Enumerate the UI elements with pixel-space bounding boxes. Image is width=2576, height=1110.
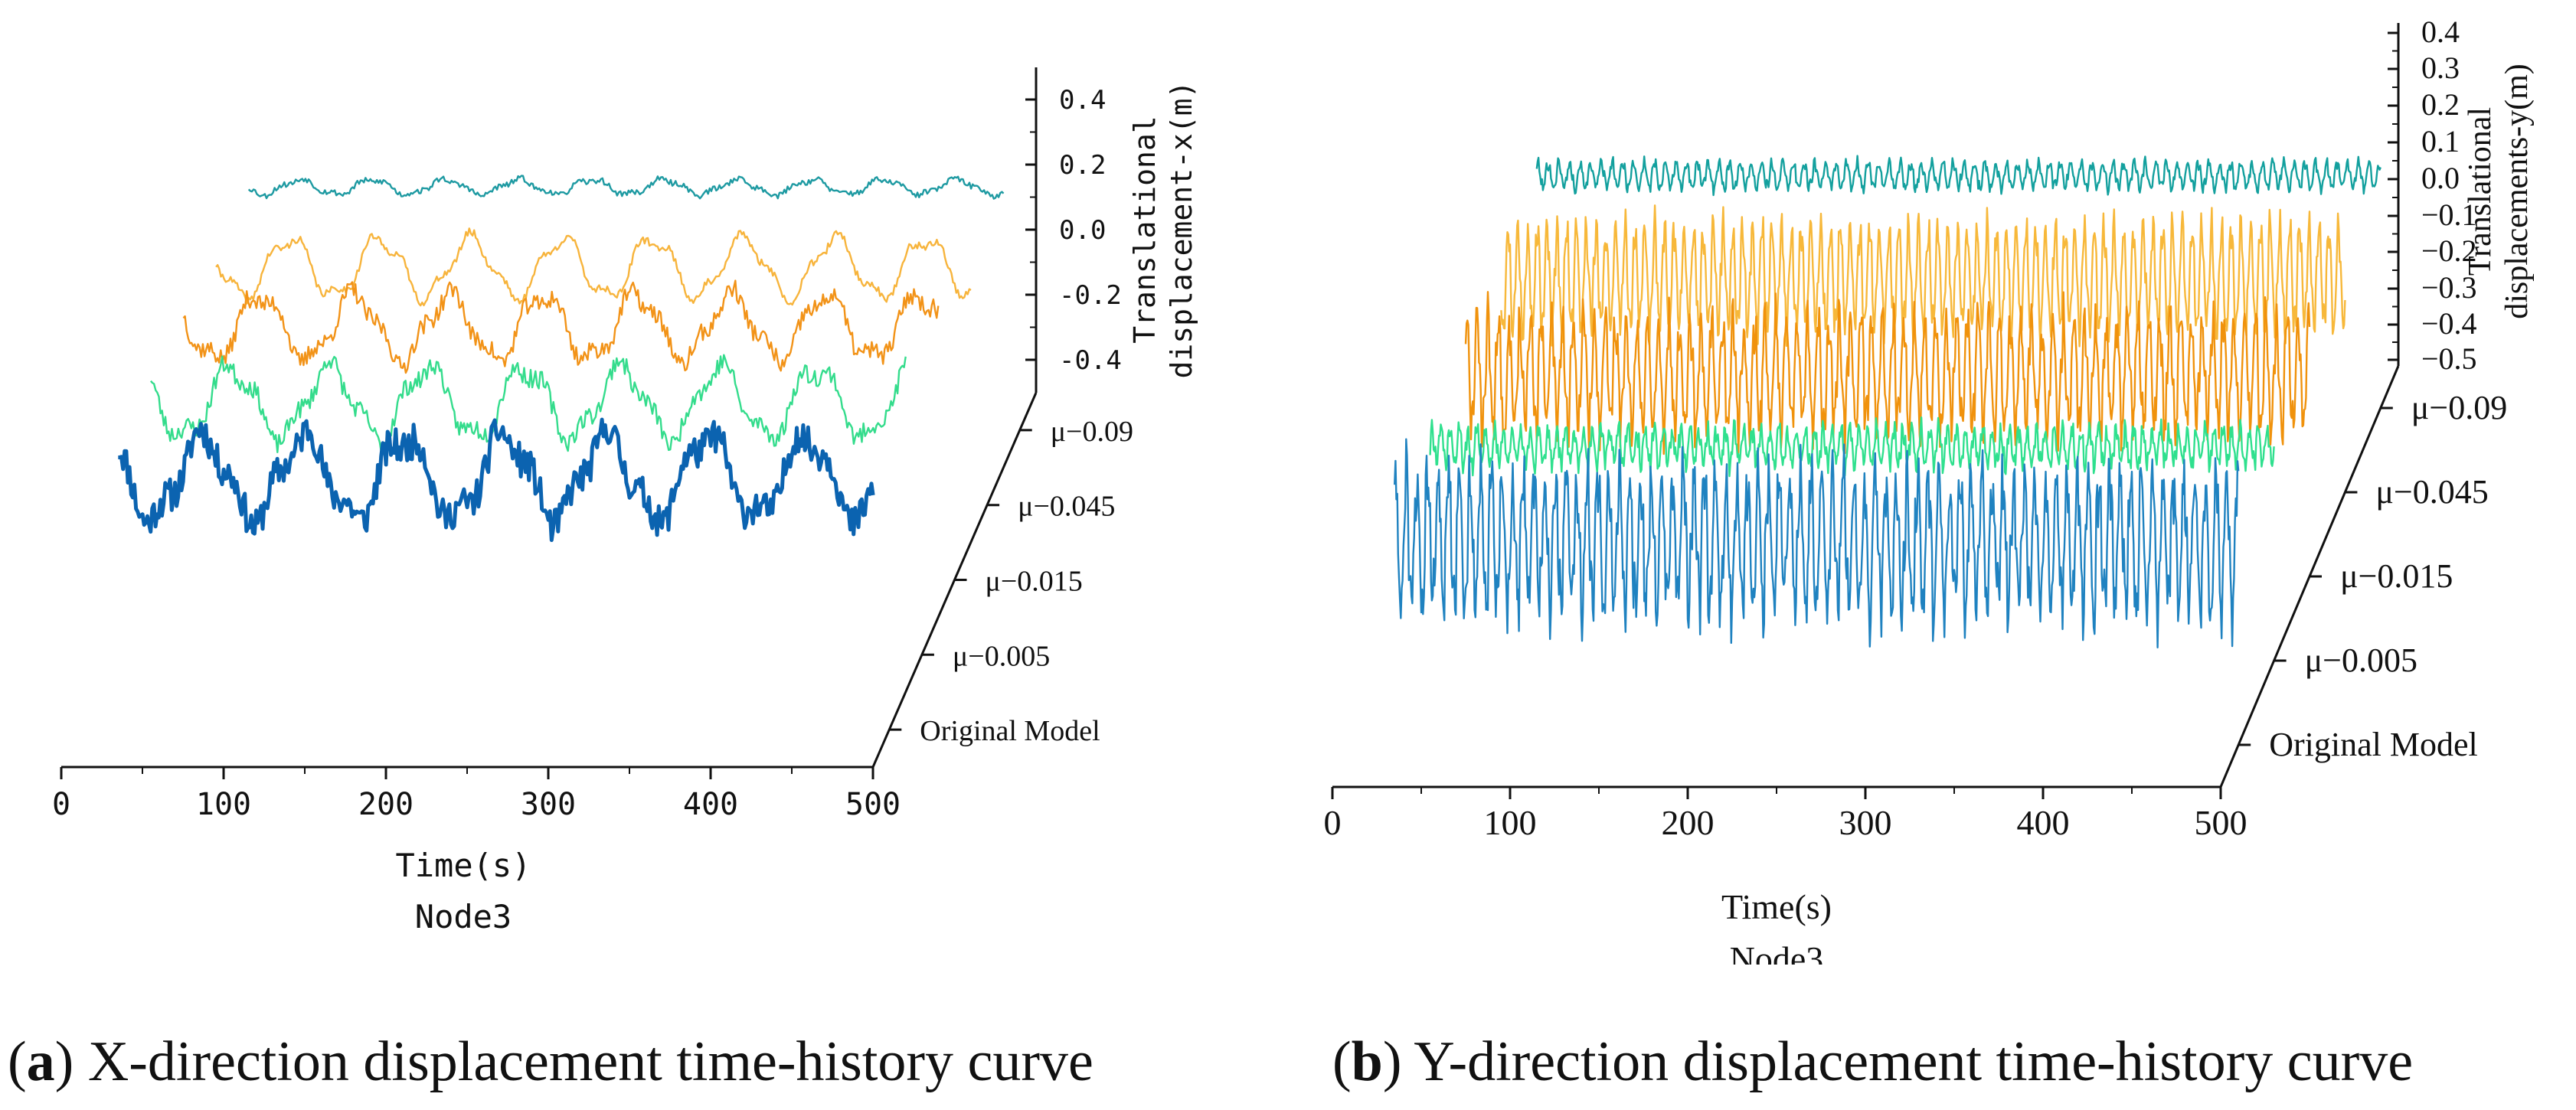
- depth-label: μ−0.045: [1018, 491, 1115, 523]
- x-tick-label: 0: [52, 787, 70, 822]
- depth-label: μ−0.09: [1051, 416, 1133, 448]
- x-tick-label: 400: [2017, 803, 2070, 842]
- z-axis-label-line1: Translational: [2463, 107, 2498, 276]
- caption-b-text: Y-direction displacement time-history cu…: [1414, 1030, 2414, 1093]
- z-axis-label-line1: Translational: [1128, 116, 1162, 343]
- z-tick-label: 0.2: [1059, 150, 1106, 181]
- caption-b: (b) Y-direction displacement time-histor…: [1332, 1030, 2414, 1093]
- caption-a-label: a: [26, 1030, 55, 1093]
- depth-label: μ−0.015: [986, 566, 1083, 598]
- series-line-0: [117, 417, 875, 542]
- x-tick-label: 300: [521, 787, 576, 822]
- x-tick-label: 200: [358, 787, 414, 822]
- x-tick-label: 500: [2195, 803, 2247, 842]
- caption-a-text: X-direction displacement time-history cu…: [87, 1030, 1093, 1093]
- z-tick-label: 0.0: [2421, 161, 2460, 195]
- z-tick-label: −0.2: [2421, 233, 2477, 268]
- caption-b-label: b: [1351, 1030, 1383, 1093]
- depth-label: μ−0.015: [2340, 557, 2453, 595]
- chart-b-svg: 0 100 200 300 400 500 Time(s) Node3 0.40.30.20.1…: [1324, 15, 2535, 965]
- chart-a-svg: 0 100 200 300 400 500 Time(s) Node3 0.4 0.2 0.0 -0.…: [52, 67, 1198, 935]
- depth-label: μ−0.005: [2305, 642, 2417, 679]
- series-line-4: [247, 175, 1005, 200]
- chart-title: Node3: [415, 898, 512, 935]
- series-line-2: [182, 279, 940, 374]
- z-tick-label: 0.0: [1059, 215, 1106, 246]
- z-tick-label: 0.3: [2421, 51, 2460, 85]
- depth-label: Original Model: [2269, 726, 2478, 763]
- z-tick-label: −0.4: [2421, 306, 2477, 341]
- x-tick-label: 100: [196, 787, 251, 822]
- z-tick-label: 0.4: [1059, 85, 1106, 116]
- chart-panel-b: 0 100 200 300 400 500 Time(s) Node3 0.4 0.3 0.2 0.1…: [1294, 0, 2576, 965]
- z-axis-label-line2: displacements-y(m): [2499, 64, 2535, 319]
- depth-label: μ−0.09: [2411, 389, 2507, 426]
- x-tick-label: 0: [1324, 803, 1342, 842]
- series-line-3: [215, 227, 972, 307]
- chart-title: Node3: [1730, 939, 1824, 965]
- chart-panel-a: 0 100 200 300 400 500 Time(s) Node3 0.4 0.2 0.0 -0.…: [0, 0, 1294, 965]
- x-axis-label: Time(s): [395, 847, 531, 884]
- z-tick-label: 0.1: [2421, 124, 2460, 158]
- z-tick-label: 0.2: [2421, 87, 2460, 122]
- x-tick-label: 200: [1662, 803, 1715, 842]
- depth-label: Original Model: [920, 715, 1100, 747]
- x-tick-label: 400: [683, 787, 738, 822]
- caption-a: (a) X-direction displacement time-histor…: [8, 1030, 1093, 1093]
- depth-label: μ−0.005: [953, 640, 1050, 672]
- z-tick-label: −0.1: [2421, 198, 2477, 232]
- chart-a: 0 100 200 300 400 500 Time(s) Node3 0.4 0.2 0.0 -0.…: [52, 67, 1198, 935]
- series-line-3: [1500, 204, 2346, 349]
- z-tick-label: -0.4: [1059, 345, 1122, 376]
- x-axis-label: Time(s): [1721, 887, 1832, 926]
- series-line-0: [1394, 438, 2240, 648]
- series-line-1: [149, 354, 907, 453]
- x-tick-label: 500: [845, 787, 901, 822]
- z-tick-label: −0.5: [2421, 341, 2477, 376]
- z-tick-label: −0.3: [2421, 270, 2477, 305]
- series-line-1: [1429, 416, 2275, 478]
- x-tick-label: 300: [1839, 803, 1892, 842]
- series-line-4: [1535, 155, 2381, 197]
- x-tick-label: 100: [1484, 803, 1537, 842]
- z-tick-label: 0.4: [2421, 15, 2460, 49]
- depth-label: μ−0.045: [2375, 473, 2488, 511]
- chart-b: 0 100 200 300 400 500 Time(s) Node3 0.40.30.20.1…: [1324, 15, 2535, 965]
- z-axis-label-line2: displacement-x(m): [1165, 81, 1198, 379]
- z-tick-label: -0.2: [1059, 280, 1122, 311]
